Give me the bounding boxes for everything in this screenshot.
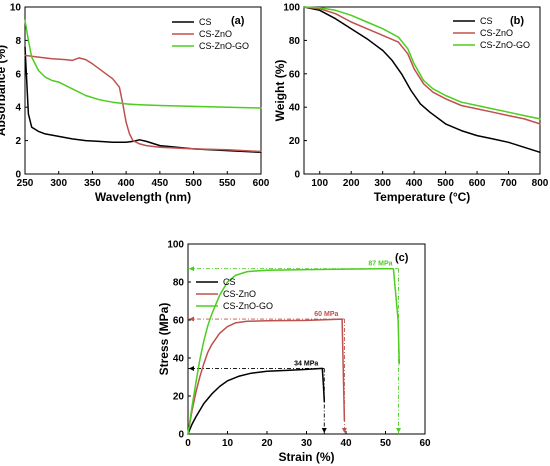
series-line-2 — [303, 6, 541, 120]
panel-label: (a) — [231, 15, 245, 27]
panel-label: (c) — [395, 252, 409, 264]
annotation-arrow-left — [189, 266, 194, 272]
legend-label: CS-ZnO-GO — [223, 301, 273, 311]
x-tick-label: 550 — [219, 178, 236, 189]
y-tick-label: 100 — [283, 3, 300, 14]
x-tick-label: 350 — [84, 178, 101, 189]
legend-label: CS-ZnO-GO — [480, 40, 530, 50]
x-tick-label: 600 — [253, 178, 270, 189]
y-tick-label: 4 — [15, 103, 21, 114]
plot-frame — [187, 243, 426, 435]
legend-label: CS-ZnO — [199, 29, 232, 39]
y-tick-label: 60 — [173, 316, 185, 327]
x-tick-label: 300 — [374, 178, 391, 189]
y-axis-label: Absorbance (%) — [0, 45, 8, 136]
annotation-arrow-down — [321, 428, 327, 433]
y-tick-label: 6 — [15, 69, 21, 80]
y-tick-label: 0 — [15, 170, 21, 181]
y-tick-label: 80 — [289, 36, 301, 47]
x-tick-label: 500 — [437, 178, 454, 189]
y-tick-label: 20 — [289, 136, 301, 147]
x-tick-label: 0 — [185, 438, 191, 449]
y-tick-label: 2 — [15, 136, 21, 147]
x-tick-label: 500 — [185, 178, 202, 189]
series-line-2 — [24, 19, 262, 109]
annotation-label: 60 MPa — [314, 311, 338, 318]
annotation-arrow-down — [396, 428, 402, 433]
y-tick-label: 60 — [289, 69, 301, 80]
x-tick-label: 50 — [380, 438, 392, 449]
x-tick-label: 400 — [118, 178, 135, 189]
y-tick-label: 10 — [10, 3, 22, 14]
x-tick-label: 250 — [17, 178, 34, 189]
y-axis-label: Weight (%) — [273, 60, 287, 122]
x-axis-label: Wavelength (nm) — [95, 190, 191, 204]
x-tick-label: 800 — [532, 178, 549, 189]
x-tick-label: 20 — [261, 438, 273, 449]
x-tick-label: 30 — [301, 438, 313, 449]
x-axis-label: Strain (%) — [278, 450, 334, 464]
x-tick-label: 700 — [500, 178, 517, 189]
panel-label: (b) — [510, 15, 524, 27]
annotation-label: 87 MPa — [368, 261, 392, 268]
y-tick-label: 40 — [173, 354, 185, 365]
annotation-arrow-down — [341, 428, 347, 433]
x-axis-label: Temperature (°C) — [374, 190, 471, 204]
x-tick-label: 600 — [469, 178, 486, 189]
chart-panel-0: 250 300 350 400 450 500 550 600 0 2 4 6 8 10 Wavelengt… — [0, 3, 270, 205]
x-tick-label: 400 — [406, 178, 423, 189]
plot-frame — [303, 6, 541, 175]
y-tick-label: 20 — [173, 392, 185, 403]
series-line-1 — [303, 6, 541, 125]
legend-label: CS-ZnO-GO — [199, 41, 249, 51]
x-tick-label: 200 — [343, 178, 360, 189]
y-axis-label: Stress (MPa) — [157, 303, 171, 376]
chart-panel-2: 0 10 20 30 40 50 60 0 20 40 60 80 100 Strain (%) Stres… — [157, 240, 431, 465]
series-line-1 — [24, 54, 262, 153]
y-tick-label: 40 — [289, 103, 301, 114]
legend-label: CS-ZnO — [223, 289, 256, 299]
annotation-arrow-left — [189, 365, 194, 371]
y-tick-label: 0 — [178, 430, 184, 441]
legend-label: CS — [223, 277, 236, 287]
x-tick-label: 300 — [50, 178, 67, 189]
x-tick-label: 60 — [419, 438, 431, 449]
series-line-0 — [303, 6, 541, 154]
series-line-2 — [187, 267, 401, 435]
series-line-0 — [187, 367, 326, 435]
legend-label: CS-ZnO — [480, 28, 513, 38]
y-tick-label: 100 — [167, 240, 184, 251]
series-line-1 — [187, 318, 346, 435]
x-tick-label: 450 — [152, 178, 169, 189]
x-tick-label: 10 — [222, 438, 234, 449]
annotation-label: 34 MPa — [294, 360, 318, 367]
plot-frame — [24, 6, 262, 175]
y-tick-label: 0 — [294, 170, 300, 181]
legend-label: CS — [199, 17, 212, 27]
x-tick-label: 40 — [340, 438, 352, 449]
x-tick-label: 100 — [311, 178, 328, 189]
y-tick-label: 80 — [173, 278, 185, 289]
series-line-0 — [24, 46, 262, 154]
annotation-arrow-left — [189, 316, 194, 322]
chart-panel-1: 100 200 300 400 500 600 700 800 0 20 40 60 80 100 Temp… — [273, 3, 549, 205]
legend-label: CS — [480, 16, 493, 26]
y-tick-label: 8 — [15, 36, 21, 47]
